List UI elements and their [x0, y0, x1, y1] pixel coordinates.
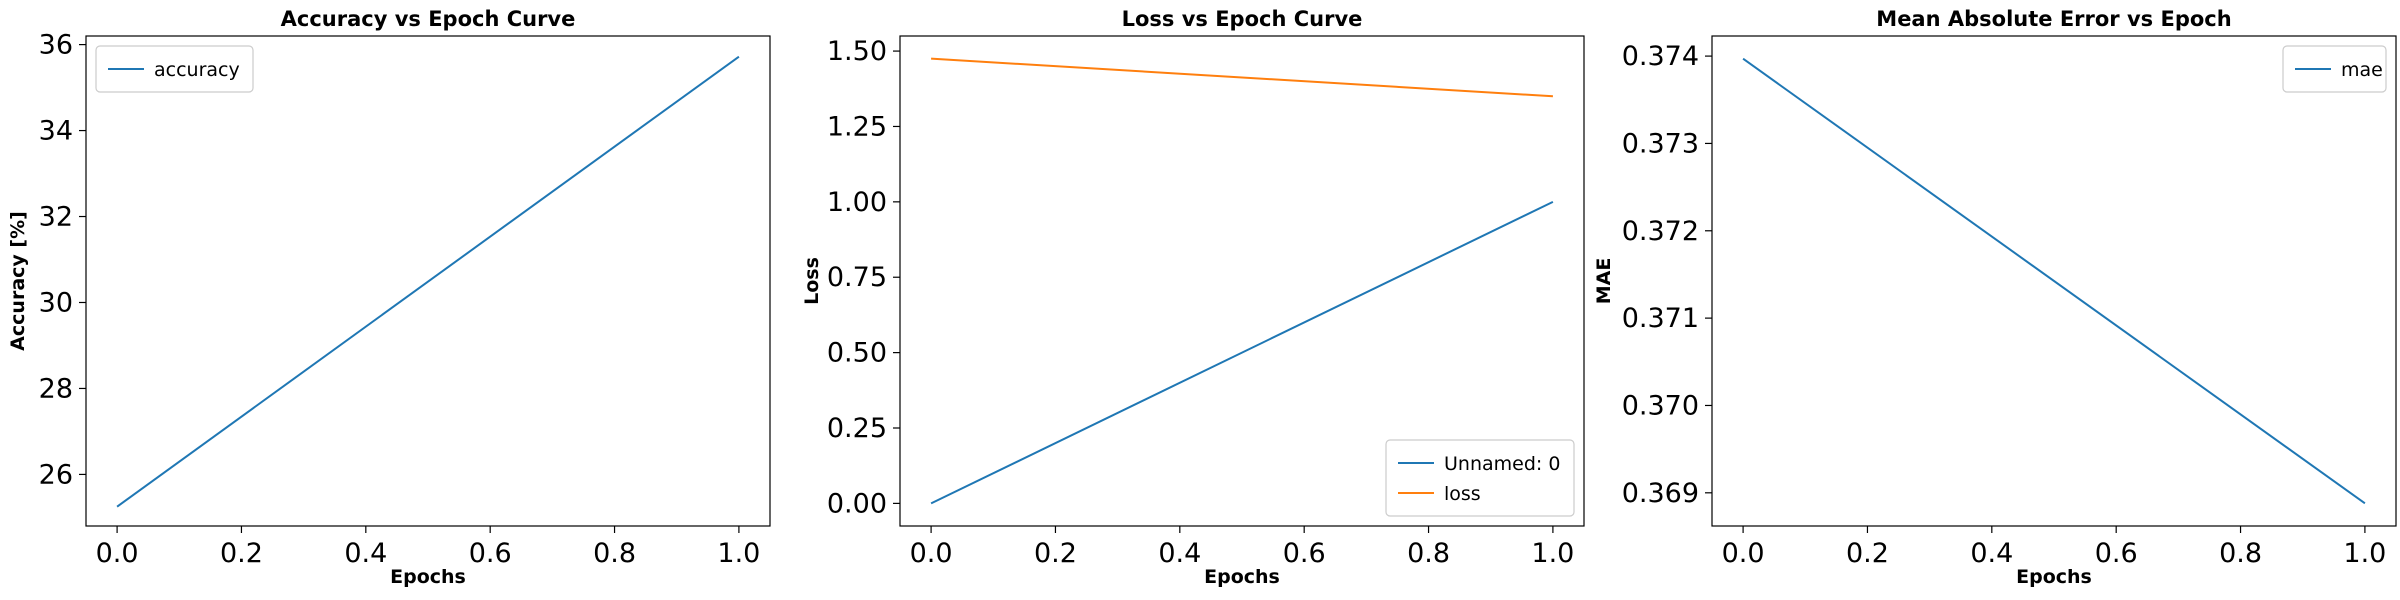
- x-axis-label: Epochs: [2016, 566, 2092, 588]
- series-line-2: [931, 57, 1553, 98]
- y-tick-label: 26: [39, 459, 73, 490]
- x-axis-label: Epochs: [1204, 566, 1280, 588]
- x-tick-label: 0.2: [1034, 538, 1077, 569]
- x-tick-label: 0.0: [1722, 538, 1765, 569]
- legend: mae: [2282, 45, 2387, 93]
- y-tick-label: 0.374: [1622, 41, 1699, 72]
- legend-label: mae: [2341, 59, 2383, 81]
- y-axis-label: Loss: [801, 257, 823, 305]
- x-tick-label: 1.0: [2343, 538, 2386, 569]
- y-axis-label: Accuracy [%]: [7, 211, 29, 351]
- x-tick-label: 0.6: [2095, 538, 2138, 569]
- chart-title: Accuracy vs Epoch Curve: [281, 7, 576, 31]
- y-tick-label: 1.25: [827, 111, 887, 142]
- series-line-1: [116, 55, 740, 508]
- y-tick-label: 0.373: [1622, 128, 1699, 159]
- x-tick-label: 0.2: [1846, 538, 1889, 569]
- y-tick-label: 36: [39, 30, 73, 61]
- axes-frame: [899, 35, 1585, 527]
- legend-frame: [1385, 439, 1575, 517]
- chart-panel-3: Mean Absolute Error vs Epoch Epochs MAE 0.0…: [1593, 7, 2397, 588]
- x-tick-label: 0.0: [96, 538, 139, 569]
- x-axis-label: Epochs: [390, 566, 466, 588]
- y-axis-label: MAE: [1593, 258, 1615, 305]
- y-tick-label: 1.00: [827, 187, 887, 218]
- x-tick-label: 0.4: [1158, 538, 1201, 569]
- y-tick-label: 0.370: [1622, 390, 1699, 421]
- x-tick-label: 0.4: [344, 538, 387, 569]
- chart-panel-2: Loss vs Epoch Curve Epochs Loss 0.0 0.2 0.4 0.…: [801, 7, 1585, 588]
- x-tick-label: 0.0: [910, 538, 953, 569]
- y-tick-label: 0.00: [827, 488, 887, 519]
- y-tick-label: 0.372: [1622, 216, 1699, 247]
- y-tick-label: 0.50: [827, 338, 887, 369]
- legend-frame: [95, 45, 254, 93]
- y-tick-label: 30: [39, 287, 73, 318]
- x-tick-label: 1.0: [717, 538, 760, 569]
- y-tick-label: 34: [39, 116, 73, 147]
- x-tick-label: 1.0: [1531, 538, 1574, 569]
- x-tick-label: 0.6: [1283, 538, 1326, 569]
- legend: Unnamed: 0 loss: [1385, 439, 1575, 517]
- chart-panel-1: Accuracy vs Epoch Curve Epochs Accuracy [%…: [7, 7, 771, 588]
- axes-frame: [85, 35, 771, 527]
- legend: accuracy: [95, 45, 254, 93]
- legend-label: accuracy: [154, 59, 240, 81]
- x-tick-label: 0.8: [593, 538, 636, 569]
- y-tick-label: 28: [39, 373, 73, 404]
- chart-title: Mean Absolute Error vs Epoch: [1876, 7, 2231, 31]
- y-tick-label: 0.25: [827, 413, 887, 444]
- chart-title: Loss vs Epoch Curve: [1122, 7, 1363, 31]
- x-tick-label: 0.2: [220, 538, 263, 569]
- x-tick-label: 0.6: [469, 538, 512, 569]
- y-tick-label: 0.75: [827, 262, 887, 293]
- y-tick-label: 32: [39, 202, 73, 233]
- y-tick-label: 1.50: [827, 36, 887, 67]
- legend-label: Unnamed: 0: [1444, 453, 1560, 475]
- series-line-1: [1742, 57, 2366, 505]
- x-tick-label: 0.8: [2219, 538, 2262, 569]
- legend-label: loss: [1444, 483, 1481, 505]
- axes-frame: [1711, 35, 2397, 527]
- y-tick-label: 0.369: [1622, 478, 1699, 509]
- x-tick-label: 0.4: [1970, 538, 2013, 569]
- series-line-1: [930, 200, 1554, 505]
- x-tick-label: 0.8: [1407, 538, 1450, 569]
- y-tick-label: 0.371: [1622, 303, 1699, 334]
- legend-frame: [2282, 45, 2387, 93]
